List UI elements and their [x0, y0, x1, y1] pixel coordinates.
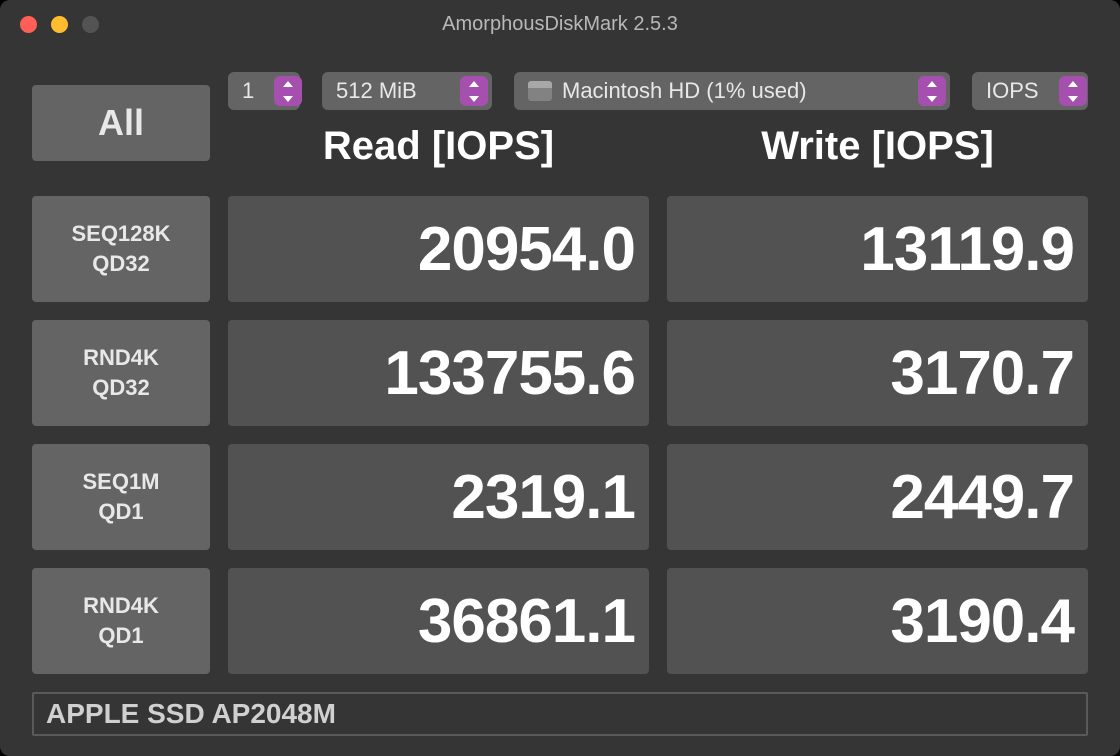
runs-value: 1	[242, 78, 254, 104]
test-button-seq1m-qd1[interactable]: SEQ1M QD1	[32, 444, 210, 550]
stepper-icon	[1059, 76, 1087, 106]
test-label-line2: QD32	[92, 373, 149, 403]
minimize-icon[interactable]	[51, 16, 68, 33]
column-headers: Read [IOPS] Write [IOPS]	[228, 114, 1088, 178]
device-footer: APPLE SSD AP2048M	[32, 692, 1088, 736]
test-button-rnd4k-qd32[interactable]: RND4K QD32	[32, 320, 210, 426]
test-label-line1: RND4K	[83, 343, 159, 373]
controls-and-headers: 1 512 MiB M	[228, 68, 1088, 178]
disk-value: Macintosh HD (1% used)	[562, 78, 807, 104]
app-window: AmorphousDiskMark 2.5.3 All 1 512 MiB	[0, 0, 1120, 756]
run-all-button[interactable]: All	[32, 85, 210, 161]
close-icon[interactable]	[20, 16, 37, 33]
read-result: 2319.1	[228, 444, 649, 550]
window-title: AmorphousDiskMark 2.5.3	[0, 13, 1120, 36]
device-name: APPLE SSD AP2048M	[46, 698, 336, 730]
read-result: 20954.0	[228, 196, 649, 302]
write-result: 3170.7	[667, 320, 1088, 426]
all-cell: All	[32, 68, 210, 178]
write-result: 3190.4	[667, 568, 1088, 674]
read-result: 36861.1	[228, 568, 649, 674]
test-label-line1: SEQ1M	[82, 467, 159, 497]
runs-select[interactable]: 1	[228, 72, 300, 110]
dropdown-row: 1 512 MiB M	[228, 68, 1088, 114]
test-label-line2: QD1	[98, 497, 143, 527]
traffic-lights	[0, 16, 99, 33]
unit-value: IOPS	[986, 78, 1039, 104]
disk-select[interactable]: Macintosh HD (1% used)	[514, 72, 950, 110]
write-result: 13119.9	[667, 196, 1088, 302]
stepper-icon	[274, 76, 302, 106]
read-header: Read [IOPS]	[228, 124, 649, 169]
test-label-line1: RND4K	[83, 591, 159, 621]
unit-select[interactable]: IOPS	[972, 72, 1088, 110]
test-label-line1: SEQ128K	[71, 219, 170, 249]
disk-icon	[528, 81, 552, 101]
test-button-seq128k-qd32[interactable]: SEQ128K QD32	[32, 196, 210, 302]
stepper-icon	[460, 76, 488, 106]
results-grid: All 1 512 MiB	[32, 68, 1088, 674]
size-value: 512 MiB	[336, 78, 417, 104]
test-label-line2: QD1	[98, 621, 143, 651]
test-label-line2: QD32	[92, 249, 149, 279]
write-header: Write [IOPS]	[667, 124, 1088, 169]
content-area: All 1 512 MiB	[0, 48, 1120, 756]
read-result: 133755.6	[228, 320, 649, 426]
stepper-icon	[918, 76, 946, 106]
write-result: 2449.7	[667, 444, 1088, 550]
size-select[interactable]: 512 MiB	[322, 72, 492, 110]
zoom-icon	[82, 16, 99, 33]
titlebar: AmorphousDiskMark 2.5.3	[0, 0, 1120, 48]
test-button-rnd4k-qd1[interactable]: RND4K QD1	[32, 568, 210, 674]
